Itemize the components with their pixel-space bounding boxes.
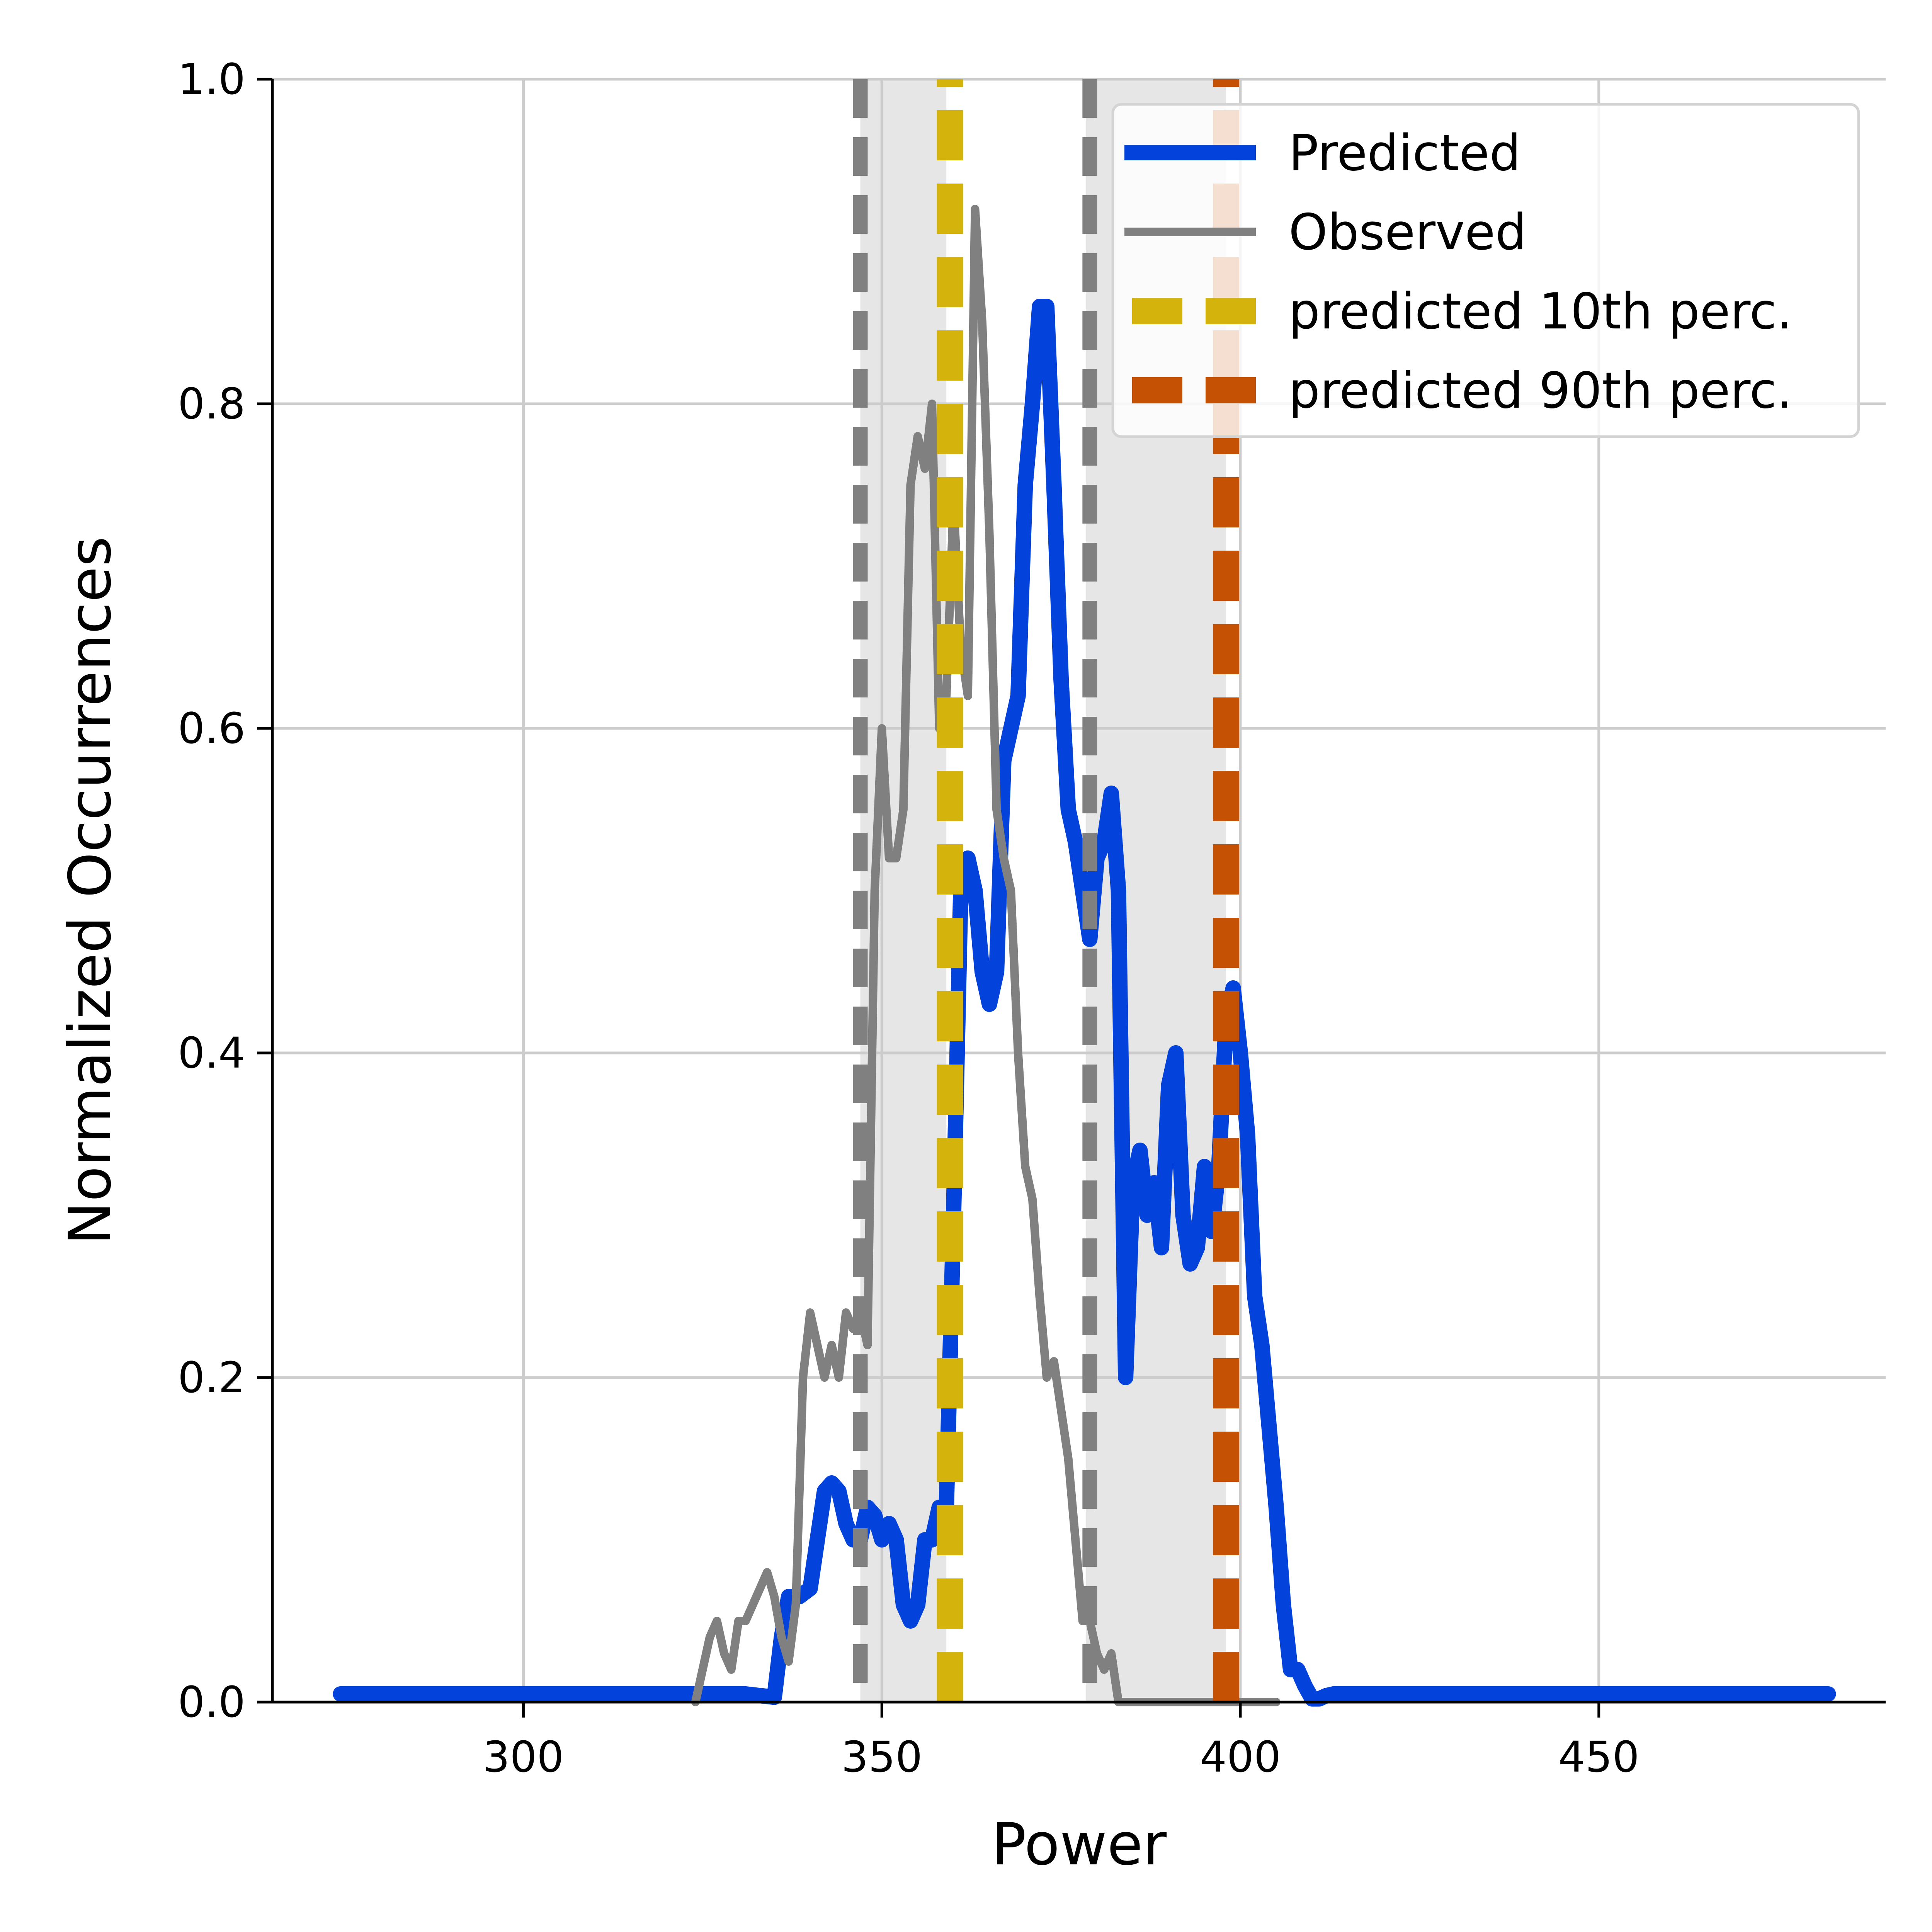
y-tick-label: 0.2 [178,1353,245,1402]
y-tick-label: 0.0 [178,1677,245,1727]
y-tick-label: 0.4 [178,1028,245,1078]
x-tick-label: 300 [483,1732,564,1782]
legend-label: predicted 90th perc. [1289,362,1793,420]
x-tick-label: 400 [1200,1732,1281,1782]
legend: Predicted Observed predicted 10th perc. pre… [1111,103,1860,438]
y-tick-label: 0.8 [178,379,245,429]
x-axis-label: Power [992,1811,1167,1878]
series-lines [333,79,1836,1707]
legend-label: predicted 10th perc. [1289,283,1793,340]
tick-labels: 300 350 400 450 0.0 0.2 0.4 0.6 0.8 1.0 [178,54,1639,1782]
y-tick-label: 0.6 [178,704,245,753]
legend-label: Predicted [1289,124,1521,182]
y-tick-label: 1.0 [178,54,245,104]
x-tick-label: 350 [841,1732,922,1782]
y-axis-label: Normalized Occurrences [57,536,124,1245]
axes [271,79,1886,1704]
legend-label: Observed [1289,204,1527,261]
x-tick-label: 450 [1558,1732,1639,1782]
legend-box [1111,103,1860,438]
